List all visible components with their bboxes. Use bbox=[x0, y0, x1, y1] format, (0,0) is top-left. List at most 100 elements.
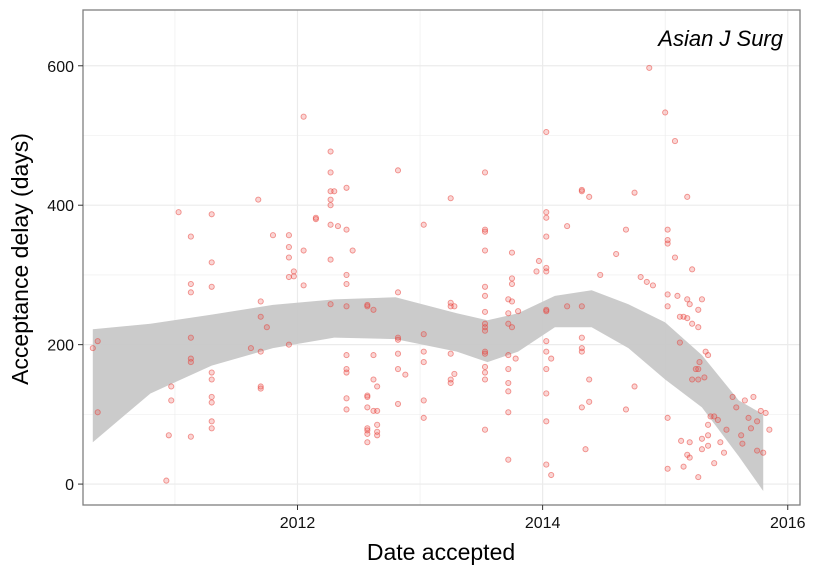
data-point bbox=[698, 446, 705, 453]
data-point bbox=[684, 193, 691, 200]
data-point bbox=[622, 226, 630, 233]
data-point bbox=[290, 273, 297, 280]
data-point bbox=[671, 138, 679, 145]
data-point bbox=[374, 432, 381, 439]
data-point bbox=[747, 425, 755, 432]
data-point bbox=[696, 359, 703, 366]
data-point bbox=[420, 221, 427, 228]
data-point bbox=[394, 350, 402, 357]
data-point bbox=[394, 334, 402, 341]
data-point bbox=[578, 188, 585, 195]
data-point bbox=[508, 324, 516, 331]
data-point bbox=[508, 275, 516, 282]
data-point bbox=[505, 456, 512, 463]
data-point bbox=[187, 280, 194, 288]
data-point bbox=[586, 376, 593, 383]
data-point bbox=[766, 426, 773, 433]
data-point bbox=[208, 211, 215, 218]
data-point bbox=[163, 477, 170, 484]
data-point bbox=[711, 460, 718, 467]
data-point bbox=[420, 414, 427, 421]
data-point bbox=[327, 196, 334, 203]
data-point bbox=[285, 341, 292, 348]
data-point bbox=[300, 113, 307, 120]
data-point bbox=[750, 393, 757, 400]
data-point bbox=[543, 348, 550, 355]
data-point bbox=[394, 167, 402, 174]
data-point bbox=[481, 350, 489, 357]
data-point bbox=[543, 308, 550, 315]
data-point bbox=[481, 363, 489, 371]
data-point bbox=[374, 421, 381, 428]
data-point bbox=[711, 413, 718, 420]
data-point bbox=[754, 447, 761, 454]
data-point bbox=[738, 432, 745, 439]
data-point bbox=[662, 109, 669, 116]
data-point bbox=[370, 376, 377, 383]
data-point bbox=[168, 383, 175, 390]
data-point bbox=[631, 383, 638, 390]
data-point bbox=[505, 352, 512, 359]
data-point bbox=[451, 303, 458, 310]
data-point bbox=[714, 416, 721, 423]
x-axis-title: Date accepted bbox=[367, 539, 515, 565]
data-point bbox=[684, 296, 691, 303]
data-point bbox=[695, 306, 702, 313]
data-point bbox=[300, 282, 307, 289]
data-point bbox=[678, 437, 685, 444]
data-point bbox=[631, 189, 638, 196]
data-point bbox=[208, 369, 215, 376]
data-point bbox=[481, 247, 489, 254]
data-point bbox=[175, 209, 182, 216]
data-point bbox=[447, 195, 454, 202]
data-point bbox=[686, 439, 693, 446]
data-point bbox=[508, 280, 516, 288]
data-point bbox=[543, 365, 550, 373]
data-point bbox=[705, 352, 712, 359]
data-point bbox=[481, 376, 489, 383]
data-point bbox=[263, 324, 270, 331]
data-point bbox=[543, 209, 550, 216]
data-point bbox=[512, 355, 519, 362]
data-point bbox=[671, 254, 679, 261]
data-point bbox=[420, 397, 427, 404]
data-point bbox=[370, 306, 377, 313]
data-point bbox=[760, 449, 767, 456]
data-point bbox=[343, 395, 350, 402]
journal-annotation: Asian J Surg bbox=[656, 26, 783, 51]
data-point bbox=[285, 254, 292, 261]
data-point bbox=[533, 268, 540, 275]
data-point bbox=[420, 359, 427, 366]
data-point bbox=[622, 406, 630, 413]
data-point bbox=[698, 435, 705, 442]
data-point bbox=[745, 414, 752, 421]
data-point bbox=[208, 376, 215, 383]
data-point bbox=[343, 226, 350, 233]
data-point bbox=[649, 282, 656, 289]
data-point bbox=[374, 407, 381, 414]
y-tick-label: 0 bbox=[65, 477, 74, 494]
data-point bbox=[578, 348, 585, 355]
data-point bbox=[364, 430, 371, 437]
data-point bbox=[676, 339, 683, 346]
data-point bbox=[257, 348, 264, 355]
data-point bbox=[481, 348, 489, 355]
data-point bbox=[505, 388, 512, 395]
data-point bbox=[364, 303, 371, 310]
data-point bbox=[208, 399, 215, 406]
data-point bbox=[543, 128, 550, 136]
data-point bbox=[343, 280, 350, 288]
data-point bbox=[613, 250, 620, 258]
data-point bbox=[564, 223, 571, 230]
data-point bbox=[364, 439, 371, 446]
data-point bbox=[394, 365, 402, 373]
data-point bbox=[481, 327, 489, 334]
y-axis: 0 200 400 600 bbox=[47, 59, 83, 494]
x-tick-label: 2012 bbox=[280, 515, 316, 532]
data-point bbox=[757, 407, 764, 414]
data-point bbox=[754, 418, 761, 425]
data-point bbox=[394, 336, 402, 343]
data-point bbox=[285, 243, 292, 251]
data-point bbox=[664, 226, 671, 233]
plot-frame bbox=[82, 9, 801, 506]
